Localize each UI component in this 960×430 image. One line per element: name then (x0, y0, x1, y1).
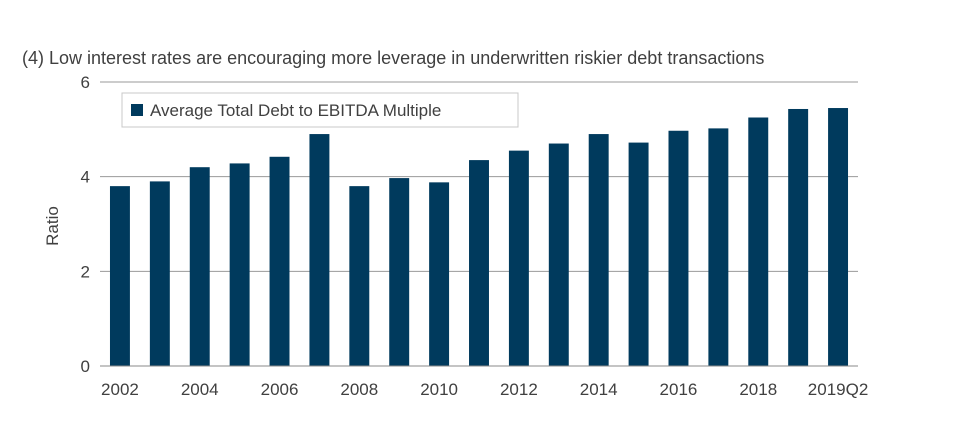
bars (109, 108, 849, 367)
legend-swatch (131, 104, 143, 116)
bar-2009 (389, 178, 410, 366)
x-tick-label: 2018 (739, 380, 777, 399)
x-tick-label: 2019Q2 (808, 380, 869, 399)
legend-box (121, 92, 519, 128)
x-tick-label: 2014 (580, 380, 618, 399)
bar-2019 (788, 108, 809, 366)
bar-2005 (229, 163, 250, 366)
y-axis-ticks: 0 2 4 6 (81, 73, 90, 376)
bar-2011 (469, 160, 489, 366)
bar-2013 (548, 143, 569, 366)
chart-title: (4) Low interest rates are encouraging m… (22, 48, 765, 68)
x-tick-label: 2016 (660, 380, 698, 399)
legend-label: Average Total Debt to EBITDA Multiple (150, 101, 441, 120)
bar-2003 (149, 181, 170, 366)
y-tick-label: 2 (81, 262, 90, 281)
bar-2004 (189, 167, 210, 366)
bar-2012 (508, 150, 529, 366)
x-tick-label: 2002 (101, 380, 139, 399)
x-tick-label: 2008 (340, 380, 378, 399)
y-tick-label: 0 (81, 357, 90, 376)
y-tick-label: 6 (81, 73, 90, 92)
bar-2008 (349, 186, 370, 366)
bar-2017 (708, 128, 729, 366)
bar-2014 (588, 134, 609, 366)
x-tick-label: 2004 (181, 380, 219, 399)
bar-2002 (109, 186, 130, 366)
bar-2007 (309, 134, 330, 366)
bar-2006 (269, 156, 290, 366)
legend: Average Total Debt to EBITDA Multiple (121, 92, 519, 128)
x-tick-label: 2006 (261, 380, 299, 399)
y-tick-label: 4 (81, 168, 90, 187)
x-tick-label: 2010 (420, 380, 458, 399)
bar-2019Q2 (828, 108, 849, 367)
y-axis-title: Ratio (43, 206, 62, 246)
bar-2016 (668, 130, 689, 366)
x-tick-label: 2012 (500, 380, 538, 399)
bar-2010 (429, 182, 450, 366)
bar-2018 (748, 117, 769, 366)
bar-2015 (628, 142, 649, 366)
x-axis-ticks: 2002 2004 2006 2008 2010 2012 2014 2016 2018 2019… (101, 380, 868, 399)
